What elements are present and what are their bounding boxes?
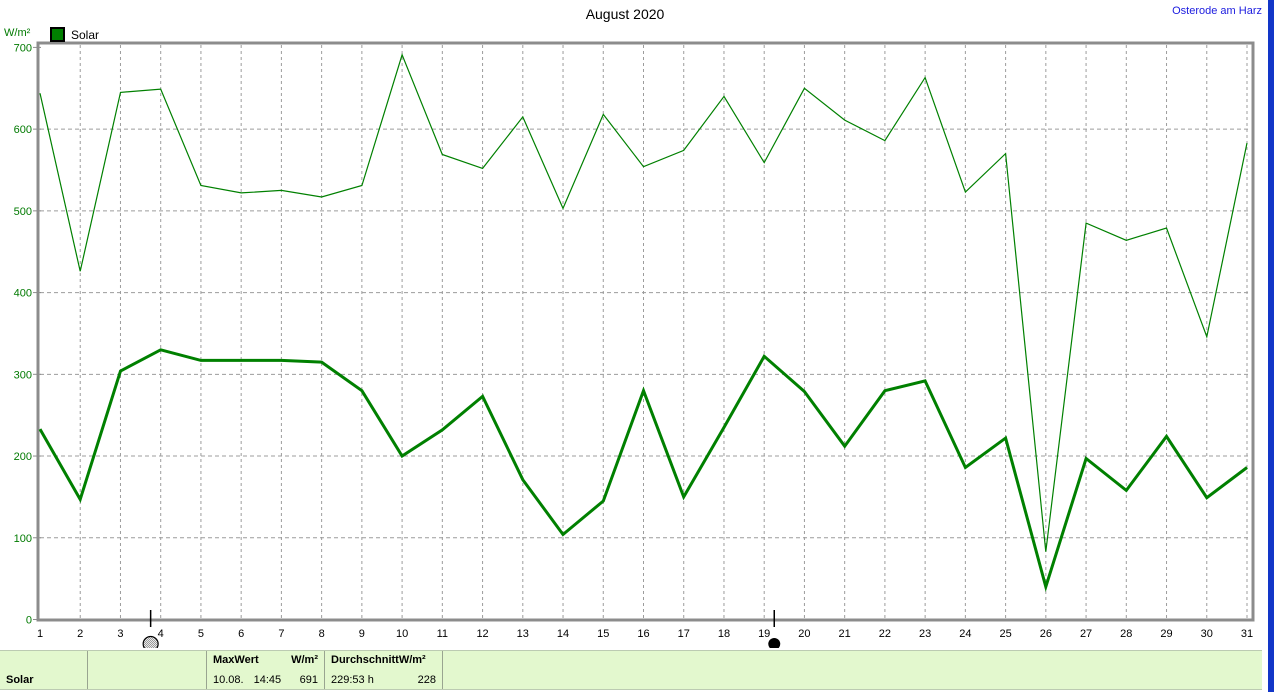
chart-title: August 2020 bbox=[585, 6, 665, 22]
maxwert-header-unit: W/m² bbox=[291, 654, 318, 666]
solar-daily-max-line bbox=[39, 53, 1248, 552]
status-series-label: Solar bbox=[6, 674, 34, 686]
x-axis-tick-label: 13 bbox=[517, 628, 529, 640]
x-axis-tick-label: 11 bbox=[437, 628, 448, 640]
x-axis-tick-label: 28 bbox=[1120, 628, 1132, 640]
x-axis-tick-label: 18 bbox=[718, 628, 730, 640]
full-moon-icon bbox=[142, 635, 159, 648]
x-axis-tick-label: 30 bbox=[1201, 628, 1213, 640]
status-bar: Solar MaxWert W/m² 10.08. 14:45 691 Durc… bbox=[0, 650, 1262, 690]
right-edge-stripe bbox=[1268, 0, 1274, 692]
durchschnitt-header-label: DurchschnittW/m² bbox=[331, 654, 426, 666]
status-cell-series: Solar bbox=[0, 651, 88, 689]
gridlines bbox=[40, 45, 1251, 618]
plot-border bbox=[36, 41, 1255, 622]
x-axis-tick-label: 9 bbox=[359, 628, 365, 640]
x-axis-tick-label: 10 bbox=[396, 628, 408, 640]
status-cell-empty bbox=[88, 651, 207, 689]
x-axis-tick-label: 15 bbox=[597, 628, 609, 640]
y-axis-unit-label: W/m² bbox=[4, 27, 31, 39]
new-moon-icon bbox=[768, 638, 781, 648]
x-axis-tick-label: 26 bbox=[1040, 628, 1052, 640]
status-cell-maxwert: MaxWert W/m² 10.08. 14:45 691 bbox=[207, 651, 325, 689]
x-axis-tick-label: 21 bbox=[839, 628, 851, 640]
durchschnitt-value: 228 bbox=[417, 674, 436, 686]
x-axis-tick-label: 22 bbox=[879, 628, 891, 640]
x-axis-tick-label: 23 bbox=[919, 628, 931, 640]
y-axis-tick-label: 300 bbox=[14, 369, 32, 381]
legend-color-swatch-icon bbox=[50, 27, 65, 42]
x-axis-tick-label: 5 bbox=[198, 628, 204, 640]
legend: Solar bbox=[50, 27, 99, 42]
maxwert-header-label: MaxWert bbox=[213, 654, 259, 666]
data-series bbox=[38, 53, 1248, 593]
x-axis-tick-label: 17 bbox=[678, 628, 690, 640]
x-axis-tick-label: 27 bbox=[1080, 628, 1092, 640]
y-axis-tick-label: 700 bbox=[14, 42, 32, 54]
x-axis-tick-label: 19 bbox=[758, 628, 770, 640]
x-axis-tick-label: 20 bbox=[798, 628, 810, 640]
maxwert-date: 10.08. bbox=[213, 674, 244, 686]
solar-daily-average-line bbox=[38, 348, 1248, 593]
x-axis-tick-label: 31 bbox=[1241, 628, 1253, 640]
y-axis-tick-label: 500 bbox=[14, 206, 32, 218]
x-axis-tick-label: 7 bbox=[278, 628, 284, 640]
y-axis-tick-label: 100 bbox=[14, 533, 32, 545]
x-axis-tick-label: 8 bbox=[319, 628, 325, 640]
x-axis-tick-label: 4 bbox=[158, 628, 164, 640]
x-axis-tick-label: 25 bbox=[999, 628, 1011, 640]
x-axis-tick-label: 6 bbox=[238, 628, 244, 640]
x-axis-tick-label: 16 bbox=[637, 628, 649, 640]
maxwert-time: 14:45 bbox=[253, 674, 282, 686]
status-cell-durchschnitt: DurchschnittW/m² 229:53 h 228 bbox=[325, 651, 443, 689]
y-axis-tick-label: 0 bbox=[26, 615, 32, 627]
durchschnitt-duration: 229:53 h bbox=[331, 674, 374, 686]
x-axis-tick-label: 14 bbox=[557, 628, 569, 640]
y-axis-tick-label: 400 bbox=[14, 288, 32, 300]
status-cell-spacer bbox=[443, 651, 1262, 689]
station-name: Osterode am Harz bbox=[1172, 5, 1262, 17]
moon-phase-markers bbox=[142, 610, 781, 648]
x-axis-tick-label: 2 bbox=[77, 628, 83, 640]
x-axis-tick-label: 29 bbox=[1160, 628, 1172, 640]
x-axis-tick-label: 24 bbox=[959, 628, 971, 640]
legend-series-label: Solar bbox=[71, 27, 100, 42]
x-axis-tick-label: 3 bbox=[117, 628, 123, 640]
maxwert-value: 691 bbox=[299, 674, 318, 686]
y-axis-tick-label: 600 bbox=[14, 124, 32, 136]
plot-frame bbox=[36, 41, 1255, 622]
x-axis-tick-label: 12 bbox=[476, 628, 488, 640]
y-axis-tick-label: 200 bbox=[14, 451, 32, 463]
x-axis-tick-label: 1 bbox=[37, 628, 43, 640]
